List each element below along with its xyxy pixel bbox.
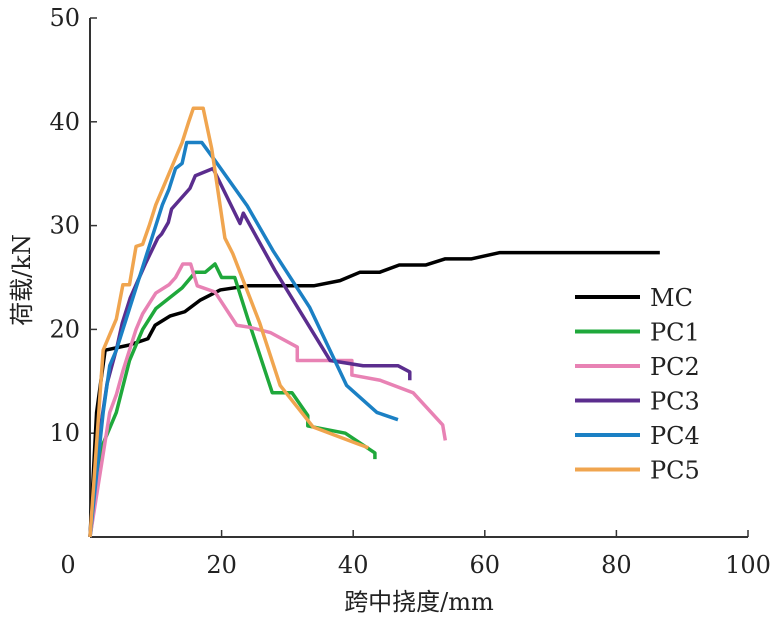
legend-label: MC xyxy=(650,284,693,312)
y-tick-label: 30 xyxy=(49,212,80,240)
x-tick-label: 80 xyxy=(601,551,632,579)
series-line-pc5 xyxy=(88,106,369,538)
series-line-pc3 xyxy=(88,166,412,538)
y-axis-label: 荷载/kN xyxy=(8,234,36,326)
y-tick-label: 50 xyxy=(49,4,80,32)
x-tick-label: 60 xyxy=(470,551,501,579)
y-tick-label: 40 xyxy=(49,108,80,136)
x-tick-label: 20 xyxy=(206,551,237,579)
legend-label: PC5 xyxy=(650,457,700,485)
legend-label: PC2 xyxy=(650,353,700,381)
y-tick-label: 10 xyxy=(49,419,80,447)
legend-label: PC1 xyxy=(650,319,700,347)
series-line-pc1 xyxy=(88,262,377,538)
legend-label: PC3 xyxy=(650,388,700,416)
series-line-pc4 xyxy=(88,140,399,538)
x-axis-label: 跨中挠度/mm xyxy=(344,588,494,616)
x-tick-label: 40 xyxy=(338,551,369,579)
axes xyxy=(89,18,748,538)
legend-label: PC4 xyxy=(650,422,700,450)
x-tick-label: 100 xyxy=(725,551,771,579)
y-tick-label: 20 xyxy=(49,315,80,343)
series-line-pc2 xyxy=(88,262,448,538)
x-tick-label: 0 xyxy=(60,551,75,579)
